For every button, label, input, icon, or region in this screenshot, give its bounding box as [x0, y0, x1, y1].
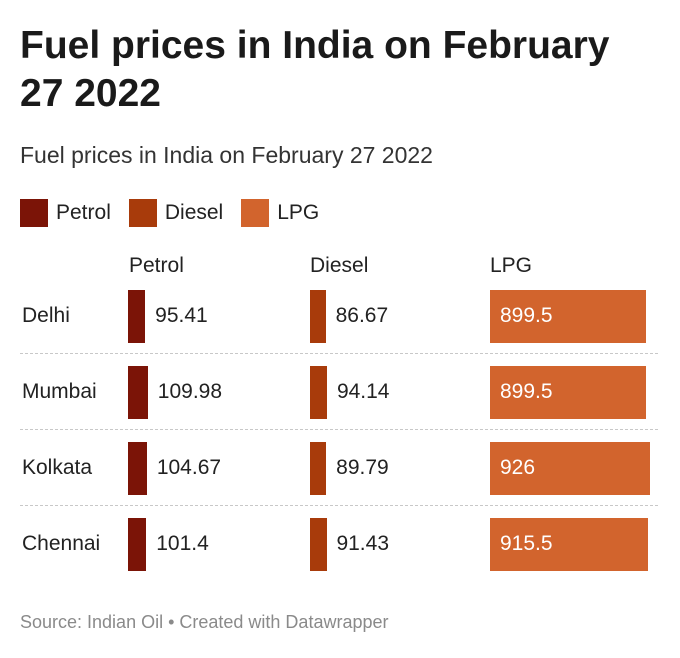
bar-diesel-mumbai — [310, 366, 327, 419]
row-label-chennai: Chennai — [22, 532, 101, 555]
bar-lpg-kolkata — [490, 442, 651, 495]
table-row-mumbai: Mumbai 109.98 94.14 899.5 — [20, 354, 658, 430]
value-label-petrol-mumbai: 109.98 — [157, 380, 223, 403]
row-divider — [20, 353, 658, 354]
legend-item-petrol: Petrol — [20, 199, 111, 227]
column-header-lpg: LPG — [490, 254, 533, 277]
value-label-petrol-delhi: 95.41 — [155, 304, 208, 327]
legend-swatch-petrol — [20, 199, 48, 227]
row-label-mumbai: Mumbai — [22, 380, 97, 403]
column-header-diesel: Diesel — [310, 254, 369, 277]
chart-title: Fuel prices in India on February 27 2022 — [20, 24, 610, 115]
legend-label-lpg: LPG — [277, 201, 320, 224]
bar-diesel-delhi — [310, 290, 326, 343]
legend-swatch-diesel — [128, 199, 157, 227]
legend: Petrol Diesel LPG — [20, 199, 337, 227]
source-note: Source: Indian Oil • Created with Datawr… — [20, 612, 389, 632]
row-label-kolkata: Kolkata — [22, 456, 93, 479]
value-label-diesel-kolkata: 89.79 — [336, 456, 389, 479]
bar-diesel-chennai — [310, 518, 327, 571]
value-label-lpg-kolkata: 926 — [500, 456, 536, 479]
value-label-lpg-delhi: 899.5 — [500, 304, 553, 327]
value-label-diesel-mumbai: 94.14 — [336, 380, 390, 403]
legend-item-diesel: Diesel — [128, 199, 224, 227]
value-label-diesel-chennai: 91.43 — [336, 532, 390, 555]
value-label-petrol-chennai: 101.4 — [156, 532, 209, 555]
bar-petrol-chennai — [128, 518, 147, 571]
table-row-delhi: Delhi 95.41 86.67 899.5 — [20, 278, 658, 354]
row-divider — [20, 429, 658, 430]
chart-subtitle: Fuel prices in India on February 27 2022 — [20, 142, 433, 168]
table-row-chennai: Chennai 101.4 91.43 915.5 — [20, 506, 658, 582]
legend-label-petrol: Petrol — [56, 201, 111, 224]
bar-petrol-delhi — [128, 290, 146, 343]
value-label-petrol-kolkata: 104.67 — [156, 456, 222, 479]
bar-diesel-kolkata — [310, 442, 327, 495]
legend-swatch-lpg — [241, 199, 270, 227]
value-label-diesel-delhi: 86.67 — [335, 304, 389, 327]
legend-item-lpg: LPG — [241, 199, 319, 227]
bar-lpg-chennai — [490, 518, 649, 571]
value-label-lpg-chennai: 915.5 — [500, 532, 553, 555]
bar-petrol-mumbai — [128, 366, 148, 419]
bar-lpg-delhi — [490, 290, 646, 343]
value-label-lpg-mumbai: 899.5 — [500, 380, 553, 403]
column-header-petrol: Petrol — [129, 254, 184, 277]
legend-label-diesel: Diesel — [164, 201, 224, 224]
row-label-delhi: Delhi — [22, 304, 70, 327]
table-row-kolkata: Kolkata 104.67 89.79 926 — [20, 430, 658, 506]
bar-petrol-kolkata — [128, 442, 147, 495]
row-divider — [20, 505, 658, 506]
bar-lpg-mumbai — [490, 366, 646, 419]
